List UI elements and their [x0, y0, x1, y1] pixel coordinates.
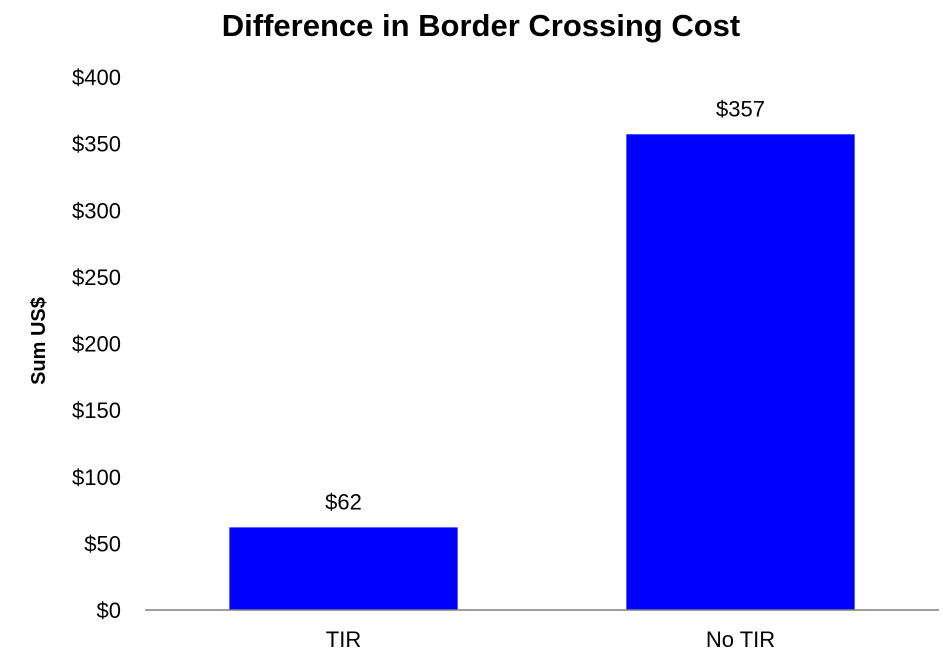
bar-tir: [229, 527, 458, 610]
data-label: $357: [716, 96, 765, 121]
y-tick-label: $250: [72, 265, 121, 290]
x-tick-label: TIR: [326, 627, 361, 652]
x-tick-label: No TIR: [706, 627, 775, 652]
y-tick-label: $50: [84, 531, 121, 556]
data-label: $62: [325, 489, 362, 514]
bar-no-tir: [626, 134, 855, 611]
y-tick-label: $0: [97, 598, 121, 623]
bars: [229, 134, 855, 611]
y-axis-ticks: $0 $50 $100 $150 $200 $250 $300 $350 $400: [72, 65, 121, 623]
x-axis-ticks: TIR No TIR: [326, 627, 775, 652]
y-tick-label: $150: [72, 398, 121, 423]
y-tick-label: $400: [72, 65, 121, 90]
y-tick-label: $300: [72, 198, 121, 223]
y-tick-label: $200: [72, 332, 121, 357]
data-labels: $62 $357: [325, 96, 765, 514]
y-tick-label: $350: [72, 132, 121, 157]
chart-title: Difference in Border Crossing Cost: [222, 8, 740, 43]
y-axis-label: Sum US$: [28, 297, 50, 385]
y-tick-label: $100: [72, 465, 121, 490]
